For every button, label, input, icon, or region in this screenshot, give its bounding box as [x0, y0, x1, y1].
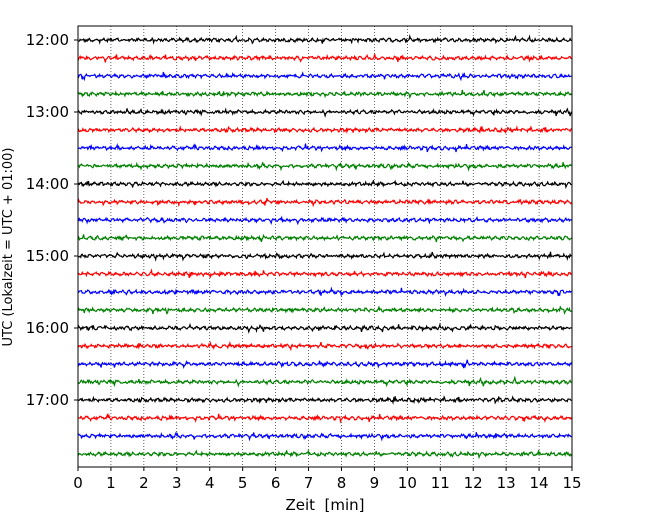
trace-1215 — [77, 53, 572, 63]
trace-1700 — [77, 395, 572, 405]
y-tick-label-1200: 12:00 — [26, 31, 69, 49]
trace-1530 — [77, 286, 572, 298]
x-tick-label-2: 2 — [139, 474, 149, 492]
x-tick-label-13: 13 — [497, 474, 516, 492]
trace-1545 — [77, 305, 572, 315]
trace-1515 — [77, 268, 572, 279]
trace-1300 — [77, 107, 573, 119]
y-axis-ticks: 12:00 13:00 14:00 15:00 16:00 17:00 — [26, 31, 78, 409]
trace-1730 — [77, 431, 572, 442]
trace-1630 — [77, 359, 573, 370]
trace-1330 — [77, 142, 572, 153]
trace-1445 — [77, 233, 572, 243]
x-tick-label-11: 11 — [431, 474, 450, 492]
y-tick-label-1400: 14:00 — [26, 175, 69, 193]
y-tick-label-1600: 16:00 — [26, 319, 69, 337]
x-tick-label-1: 1 — [106, 474, 116, 492]
trace-1230 — [77, 71, 572, 82]
x-tick-label-0: 0 — [73, 474, 83, 492]
x-tick-label-8: 8 — [337, 474, 347, 492]
trace-1745 — [77, 449, 573, 460]
trace-1645 — [77, 375, 572, 388]
trace-1615 — [77, 340, 572, 352]
trace-1415 — [77, 197, 573, 208]
x-tick-label-12: 12 — [464, 474, 483, 492]
plot-frame — [77, 25, 573, 468]
y-tick-label-1300: 13:00 — [26, 103, 69, 121]
trace-1200 — [77, 33, 572, 45]
trace-1600 — [77, 322, 572, 334]
x-tick-label-5: 5 — [238, 474, 248, 492]
x-tick-label-3: 3 — [172, 474, 182, 492]
x-axis-label: Zeit [min] — [285, 496, 364, 514]
x-tick-label-4: 4 — [205, 474, 215, 492]
trace-1245 — [77, 89, 572, 100]
trace-1430 — [77, 215, 572, 226]
plot-background — [78, 26, 572, 467]
trace-1345 — [77, 161, 572, 172]
x-tick-label-9: 9 — [370, 474, 380, 492]
y-tick-label-1700: 17:00 — [26, 391, 69, 409]
x-tick-label-10: 10 — [398, 474, 417, 492]
x-tick-label-6: 6 — [271, 474, 281, 492]
trace-1500 — [77, 251, 572, 262]
y-tick-label-1500: 15:00 — [26, 247, 69, 265]
x-tick-label-14: 14 — [530, 474, 549, 492]
x-tick-label-15: 15 — [562, 474, 581, 492]
x-axis-ticks: 0 1 2 3 4 5 6 7 8 9 10 11 12 13 14 15 — [73, 467, 582, 492]
x-tick-label-7: 7 — [304, 474, 314, 492]
trace-1315 — [77, 125, 573, 135]
traces — [77, 33, 573, 460]
trace-1715 — [77, 413, 573, 424]
y-axis-label: UTC (Lokalzeit = UTC + 01:00) — [1, 148, 16, 347]
trace-1400 — [77, 179, 572, 190]
